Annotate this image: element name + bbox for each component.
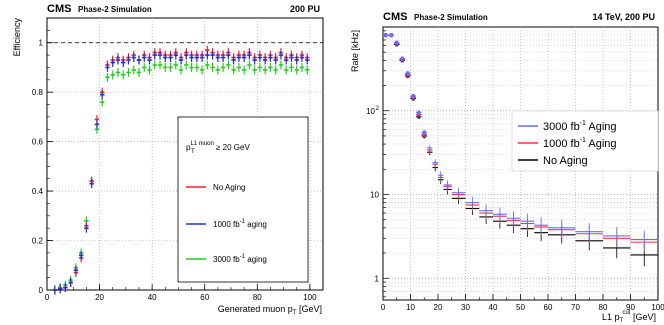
x-tick-label: 100: [651, 303, 664, 312]
x-tick-label: 10: [406, 303, 415, 312]
rate-panel: CMS Phase-2 Simulation 14 TeV, 200 PU 0 1…: [350, 11, 664, 324]
x-tick-label: 80: [599, 303, 608, 312]
rate-point-marker: [411, 94, 415, 99]
y-tick-label: 0: [39, 286, 44, 295]
legend-label-1000-aging: 1000 fb-1 aging: [213, 219, 267, 229]
cms-label-right: CMS: [383, 11, 407, 23]
y-tick-label: 10: [370, 191, 379, 200]
rate-point-marker: [384, 33, 388, 38]
grid-right: [383, 27, 658, 300]
legend-label-3000-aging: 3000 fb-1 aging: [213, 254, 267, 264]
legend-box-right: [511, 110, 659, 172]
series-right: [383, 32, 658, 267]
y-tick-label: 1: [375, 274, 380, 283]
x-tick-label: 0: [381, 303, 386, 312]
y-tick-label: 0.6: [32, 138, 44, 147]
cms-label-left: CMS: [47, 3, 71, 15]
y-axis-label-left: Efficiency: [12, 18, 22, 57]
x-tick-label: 60: [200, 293, 209, 302]
pu-label-left: 200 PU: [290, 4, 320, 14]
rate-point-marker: [417, 110, 421, 115]
x-tick-label: 90: [626, 303, 635, 312]
y-tick-label: 10: [366, 107, 375, 116]
x-tick-label: 30: [461, 303, 470, 312]
x-tick-label: 0: [45, 293, 50, 302]
x-tick-label: 70: [571, 303, 580, 312]
x-tick-label: 80: [253, 293, 262, 302]
y-tick-label: 1: [39, 39, 44, 48]
x-axis-label-left: Generated muon pT [GeV]: [218, 304, 322, 316]
y-tick-label-exponent: 2: [376, 106, 380, 112]
x-tick-label: 20: [434, 303, 443, 312]
x-tick-label: 60: [544, 303, 553, 312]
x-tick-label: 40: [489, 303, 498, 312]
axis-ticks-left: 0 20 40 60 80 100 0 0.2 0.4 0.6 0.8 1: [32, 30, 317, 302]
rate-point-marker: [422, 130, 426, 135]
rate-point-marker: [406, 71, 410, 76]
energy-pu-label-right: 14 TeV, 200 PU: [592, 12, 655, 22]
x-tick-label: 40: [148, 293, 157, 302]
efficiency-panel: CMS Phase-2 Simulation 200 PU 0 20 40 60 80 1…: [12, 3, 324, 316]
legend-cut-label: pL1 muon ≥ 20 GeV: [186, 141, 250, 152]
legend-label-no-aging: No Aging: [213, 183, 245, 192]
sim-label-right: Phase-2 Simulation: [414, 13, 488, 22]
legend-cut-sub: T: [191, 149, 195, 155]
x-axis-label-right: L1 pTcut [GeV]: [602, 310, 656, 324]
x-tick-label: 20: [95, 293, 104, 302]
x-tick-label: 50: [516, 303, 525, 312]
rate-point-marker: [400, 56, 404, 61]
rate-point-marker: [389, 33, 393, 38]
y-tick-label: 0.2: [32, 237, 44, 246]
legend-label-1000-aging-r: 1000 fb-1 Aging: [543, 137, 617, 150]
x-tick-label: 100: [303, 293, 317, 302]
series-left: [52, 45, 310, 295]
y-tick-label: 0.4: [32, 187, 44, 196]
legend-label-3000-aging-r: 3000 fb-1 Aging: [543, 120, 617, 133]
y-axis-label-right: Rate [kHz]: [350, 30, 360, 72]
legend-box-left: [177, 116, 309, 283]
legend-label-no-aging-r: No Aging: [543, 155, 588, 167]
rate-point-marker: [395, 40, 399, 45]
sim-label-left: Phase-2 Simulation: [78, 5, 152, 14]
y-tick-label: 0.8: [32, 88, 44, 97]
